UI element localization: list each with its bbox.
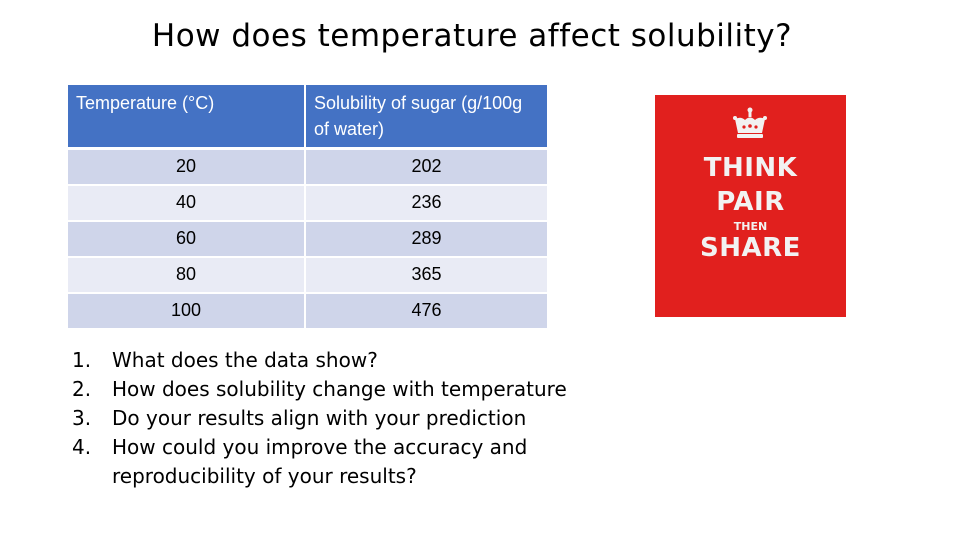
- question-text: How does solubility change with temperat…: [112, 377, 567, 401]
- column-header-temperature: Temperature (°C): [68, 85, 306, 150]
- question-text: What does the data show?: [112, 348, 378, 372]
- temperature-cell: 20: [68, 148, 306, 186]
- solubility-table: Temperature (°C) Solubility of sugar (g/…: [68, 85, 547, 330]
- question-number: 2.: [72, 377, 92, 401]
- list-item: 3. Do your results align with your predi…: [72, 404, 672, 433]
- table-header-row: Temperature (°C) Solubility of sugar (g/…: [68, 85, 547, 150]
- question-number: 3.: [72, 406, 92, 430]
- poster-think-text: THINK: [703, 153, 798, 183]
- temperature-cell: 60: [68, 220, 306, 258]
- temperature-cell: 80: [68, 256, 306, 294]
- temperature-cell: 40: [68, 184, 306, 222]
- poster-pair-text: PAIR: [716, 187, 785, 217]
- page-title: How does temperature affect solubility?: [151, 18, 793, 54]
- list-item: 4. How could you improve the accuracy an…: [72, 433, 672, 491]
- question-number: 4.: [72, 435, 92, 459]
- solubility-cell: 289: [305, 220, 547, 258]
- table-row: 60 289: [68, 220, 547, 258]
- solubility-cell: 202: [305, 148, 547, 186]
- question-text: How could you improve the accuracy and r…: [112, 435, 528, 488]
- solubility-cell: 365: [305, 256, 547, 294]
- solubility-cell: 236: [305, 184, 547, 222]
- think-pair-share-poster: THINK PAIR THEN SHARE: [655, 95, 846, 317]
- poster-share-text: SHARE: [700, 233, 801, 263]
- table-row: 40 236: [68, 184, 547, 222]
- temperature-cell: 100: [68, 292, 306, 330]
- crown-icon: [733, 107, 767, 138]
- solubility-cell: 476: [305, 292, 547, 330]
- poster-then-text: THEN: [733, 220, 768, 233]
- table-row: 80 365: [68, 256, 547, 294]
- table-row: 100 476: [68, 292, 547, 330]
- column-header-solubility: Solubility of sugar (g/100g of water): [305, 85, 547, 150]
- list-item: 2. How does solubility change with tempe…: [72, 375, 672, 404]
- table-row: 20 202: [68, 148, 547, 186]
- question-list: 1. What does the data show? 2. How does …: [72, 346, 672, 491]
- question-text: Do your results align with your predicti…: [112, 406, 527, 430]
- question-number: 1.: [72, 348, 92, 372]
- list-item: 1. What does the data show?: [72, 346, 672, 375]
